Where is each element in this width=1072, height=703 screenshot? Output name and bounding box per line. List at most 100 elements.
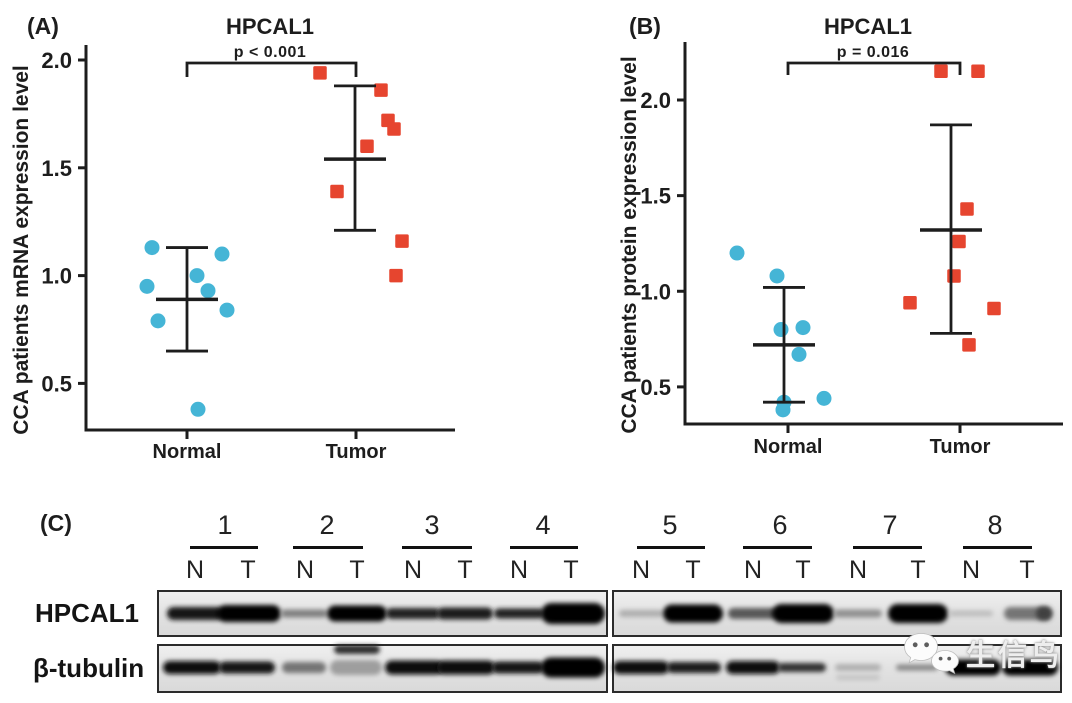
- data-point-normal: [773, 322, 789, 338]
- sample-number: 4: [535, 510, 551, 540]
- p-value-label: p = 0.016: [837, 44, 910, 61]
- data-point-normal: [200, 283, 216, 299]
- blot-band: [219, 661, 275, 674]
- blot-band: [437, 660, 495, 675]
- lane-label: N: [295, 556, 315, 584]
- blot-band: [1036, 606, 1052, 621]
- data-point-normal: [795, 320, 811, 336]
- blot-band: [772, 604, 834, 623]
- data-point-tumor: [971, 64, 985, 79]
- y-tick-label: 1.0: [41, 264, 72, 289]
- blot-band: [386, 608, 440, 619]
- data-point-normal: [219, 302, 235, 318]
- blot-band: [282, 662, 326, 673]
- x-category-label: Tumor: [326, 441, 387, 463]
- blot-band: [778, 663, 826, 672]
- western-blot-image: [157, 590, 1062, 693]
- sample-number: 1: [217, 510, 233, 540]
- blot-band: [613, 661, 669, 674]
- lane-label: N: [848, 556, 868, 584]
- x-category-label: Tumor: [930, 436, 991, 458]
- data-point-tumor: [960, 202, 974, 216]
- data-point-normal: [816, 390, 832, 406]
- data-point-tumor: [360, 139, 374, 153]
- y-tick-label: 0.5: [41, 371, 72, 396]
- data-point-normal: [144, 240, 160, 256]
- blot-band: [888, 604, 948, 623]
- chart-title: HPCAL1: [824, 14, 912, 39]
- data-point-tumor: [934, 64, 948, 79]
- blot-band: [896, 664, 938, 671]
- blot-band: [949, 610, 993, 617]
- y-tick-label: 1.5: [41, 156, 72, 181]
- lane-label: T: [685, 556, 701, 584]
- lane-label: N: [743, 556, 763, 584]
- data-point-normal: [139, 278, 155, 294]
- sample-number: 2: [319, 510, 335, 540]
- blot-band: [541, 657, 605, 678]
- lane-label: T: [795, 556, 811, 584]
- data-point-normal: [150, 313, 166, 329]
- lane-label: T: [349, 556, 365, 584]
- data-point-tumor: [947, 269, 961, 283]
- axes: [683, 42, 1063, 426]
- blot-band: [327, 605, 387, 622]
- blot-row-label-tubulin: β-tubulin: [33, 653, 145, 683]
- lane-label: T: [563, 556, 579, 584]
- sample-number: 8: [987, 510, 1003, 540]
- y-tick-label: 1.5: [640, 184, 671, 209]
- blot-band: [667, 662, 721, 673]
- blot-band: [492, 661, 544, 674]
- blot-band: [281, 609, 327, 618]
- sample-underline: [963, 546, 1032, 549]
- data-point-tumor: [962, 338, 976, 352]
- sample-number: 6: [772, 510, 788, 540]
- blot-band: [167, 607, 223, 620]
- data-point-tumor: [389, 268, 403, 283]
- blot-band: [385, 660, 443, 675]
- panel-b-label: (B): [629, 13, 661, 39]
- sample-underline: [190, 546, 258, 549]
- data-point-tumor: [952, 234, 966, 249]
- sample-underline: [402, 546, 472, 549]
- sample-number: 7: [882, 510, 898, 540]
- blot-band: [217, 605, 281, 622]
- blot-band: [835, 664, 881, 671]
- data-point-tumor: [987, 301, 1001, 316]
- significance-bracket: [786, 61, 962, 75]
- blot-band: [163, 661, 221, 674]
- blot-band: [334, 645, 380, 654]
- lane-label: N: [185, 556, 205, 584]
- sample-underline: [743, 546, 812, 549]
- sample-number: 3: [424, 510, 440, 540]
- blot-band: [728, 608, 778, 619]
- p-value-label: p < 0.001: [234, 44, 307, 61]
- data-point-tumor: [387, 122, 401, 136]
- lane-label: N: [961, 556, 981, 584]
- y-tick-label: 2.0: [41, 48, 72, 73]
- blot-band: [663, 604, 723, 623]
- lane-label: T: [240, 556, 256, 584]
- lane-label: N: [509, 556, 529, 584]
- y-tick-label: 1.0: [640, 279, 671, 304]
- panel-b-scatter-plot: 2.0 1.5 1.0 0.5 Normal Tumor HPCAL1 p = 0.016: [640, 14, 1063, 458]
- sample-underline: [510, 546, 578, 549]
- panel-a-label: (A): [27, 13, 59, 39]
- blot-band: [494, 608, 544, 619]
- sample-underline: [293, 546, 363, 549]
- blot-band: [836, 675, 880, 680]
- lane-label: N: [631, 556, 651, 584]
- y-tick-label: 0.5: [640, 375, 671, 400]
- lane-label: T: [910, 556, 926, 584]
- data-point-normal: [729, 245, 745, 261]
- lane-label: T: [1019, 556, 1035, 584]
- data-point-tumor: [903, 295, 917, 310]
- data-point-normal: [769, 268, 785, 284]
- sample-underline: [853, 546, 922, 549]
- lane-label: T: [457, 556, 473, 584]
- x-category-label: Normal: [153, 441, 222, 463]
- blot-row-label-hpcal1: HPCAL1: [35, 598, 140, 628]
- sample-number: 5: [662, 510, 678, 540]
- significance-bracket: [185, 61, 358, 77]
